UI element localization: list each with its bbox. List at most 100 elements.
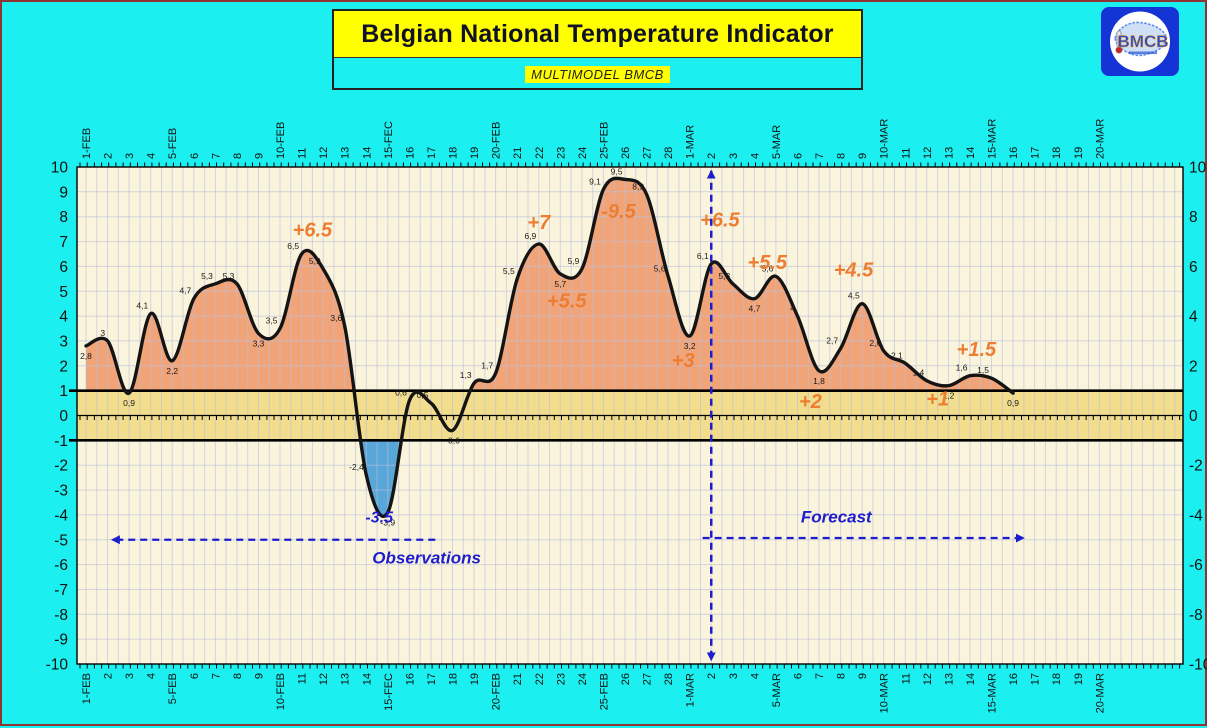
svg-text:6: 6 [189, 153, 201, 159]
svg-text:15-FEC: 15-FEC [383, 121, 395, 159]
svg-text:4: 4 [790, 303, 795, 313]
svg-text:5: 5 [59, 284, 68, 301]
svg-text:19: 19 [1073, 147, 1085, 159]
svg-text:19: 19 [469, 673, 481, 685]
svg-text:2,8: 2,8 [80, 351, 92, 361]
svg-text:15-FEC: 15-FEC [383, 673, 395, 711]
svg-text:0: 0 [59, 408, 68, 425]
svg-text:24: 24 [577, 673, 589, 685]
svg-text:6,1: 6,1 [697, 251, 709, 261]
svg-text:-4: -4 [1189, 507, 1203, 524]
svg-text:+3: +3 [672, 350, 695, 372]
svg-text:16: 16 [404, 147, 416, 159]
svg-text:+4.5: +4.5 [834, 259, 874, 281]
subtitle-row: MULTIMODEL BMCB [334, 58, 861, 90]
svg-text:4,7: 4,7 [748, 304, 760, 314]
svg-text:18: 18 [1051, 673, 1063, 685]
svg-text:26: 26 [620, 673, 632, 685]
svg-text:7: 7 [814, 673, 826, 679]
svg-text:13: 13 [340, 147, 352, 159]
page-subtitle: MULTIMODEL BMCB [525, 65, 670, 83]
svg-text:23: 23 [555, 673, 567, 685]
orange-annotations: +6.5 +7 -9.5 +5.5 +6.5 +5.5 +3 +4.5 +2 +1.5 +1 [293, 201, 997, 413]
temperature-curve [84, 176, 1015, 518]
svg-text:-10: -10 [1189, 657, 1207, 674]
svg-text:17: 17 [1030, 673, 1042, 685]
svg-text:-7: -7 [54, 582, 68, 599]
svg-text:10-FEB: 10-FEB [275, 122, 287, 159]
svg-text:14: 14 [361, 673, 373, 685]
svg-text:-8: -8 [1189, 607, 1203, 624]
svg-text:10: 10 [51, 160, 69, 177]
svg-text:-6: -6 [54, 557, 68, 574]
svg-text:5,7: 5,7 [554, 279, 566, 289]
svg-text:3,3: 3,3 [253, 339, 265, 349]
svg-text:2,7: 2,7 [826, 335, 838, 345]
svg-text:10-FEB: 10-FEB [275, 673, 287, 710]
svg-text:4: 4 [59, 309, 68, 326]
svg-text:+5.5: +5.5 [748, 252, 788, 274]
svg-text:25-FEB: 25-FEB [598, 673, 610, 710]
svg-text:11: 11 [297, 148, 309, 159]
svg-text:16: 16 [1008, 673, 1020, 685]
svg-text:26: 26 [620, 147, 632, 159]
svg-text:1-MAR: 1-MAR [685, 125, 697, 159]
svg-text:2: 2 [103, 153, 115, 159]
y-axis-right: 10 8 6 4 2 0 -2 -4 -6 -8 -10 [1189, 160, 1207, 674]
svg-text:5,3: 5,3 [718, 271, 730, 281]
svg-text:1,5: 1,5 [977, 365, 989, 375]
svg-text:4,1: 4,1 [136, 301, 148, 311]
svg-text:25-FEB: 25-FEB [598, 122, 610, 159]
svg-text:-10: -10 [46, 657, 69, 674]
x-axis-bottom: 1-FEB 2 3 4 5-FEB 6 7 8 9 10-FEB 11 12 13 14 15-FEC 16 1… [81, 673, 1106, 713]
svg-text:6: 6 [793, 153, 805, 159]
svg-text:1-FEB: 1-FEB [81, 673, 93, 704]
svg-text:28: 28 [663, 147, 675, 159]
svg-text:1-FEB: 1-FEB [81, 128, 93, 159]
svg-text:1,6: 1,6 [956, 363, 968, 373]
svg-text:-2: -2 [54, 458, 68, 475]
svg-text:6,9: 6,9 [524, 231, 536, 241]
svg-text:15-MAR: 15-MAR [987, 673, 999, 713]
data-labels: 2,8 3 0,9 4,1 2,2 4,7 5,3 5,3 3,3 3,5 6,5 5,9 3,6 -2,… [80, 166, 1019, 527]
svg-text:6: 6 [59, 259, 68, 276]
svg-text:5,9: 5,9 [568, 256, 580, 266]
svg-text:8: 8 [1189, 209, 1198, 226]
svg-text:8: 8 [836, 673, 848, 679]
svg-text:Forecast: Forecast [801, 507, 873, 526]
svg-text:+1.5: +1.5 [957, 339, 997, 361]
svg-text:12: 12 [318, 147, 330, 159]
svg-text:9: 9 [857, 153, 869, 159]
svg-text:5,9: 5,9 [309, 256, 321, 266]
svg-text:5,3: 5,3 [201, 271, 213, 281]
page-title: Belgian National Temperature Indicator [361, 19, 834, 48]
svg-text:27: 27 [642, 673, 654, 685]
svg-text:20-MAR: 20-MAR [1094, 673, 1106, 713]
svg-text:5,6: 5,6 [654, 263, 666, 273]
svg-text:16: 16 [404, 673, 416, 685]
svg-text:12: 12 [318, 673, 330, 685]
svg-text:6,5: 6,5 [287, 241, 299, 251]
svg-text:4: 4 [749, 673, 761, 679]
svg-text:3: 3 [728, 673, 740, 679]
svg-text:11: 11 [297, 673, 309, 684]
svg-text:-4: -4 [54, 507, 68, 524]
svg-text:14: 14 [361, 147, 373, 159]
svg-text:11: 11 [900, 148, 912, 159]
svg-text:5-FEB: 5-FEB [167, 128, 179, 159]
svg-text:-1: -1 [54, 433, 68, 450]
svg-text:18: 18 [448, 673, 460, 685]
svg-text:-5: -5 [54, 532, 68, 549]
warm-area-fill [86, 178, 1010, 391]
svg-text:0,9: 0,9 [1007, 398, 1019, 408]
svg-text:23: 23 [555, 147, 567, 159]
svg-text:4: 4 [1189, 309, 1198, 326]
svg-text:6: 6 [1189, 259, 1198, 276]
svg-text:2,2: 2,2 [166, 366, 178, 376]
svg-text:5,6: 5,6 [762, 263, 774, 273]
thermometer-icon [1115, 30, 1123, 54]
svg-text:2: 2 [59, 358, 68, 375]
svg-text:18: 18 [448, 147, 460, 159]
svg-text:3: 3 [728, 153, 740, 159]
